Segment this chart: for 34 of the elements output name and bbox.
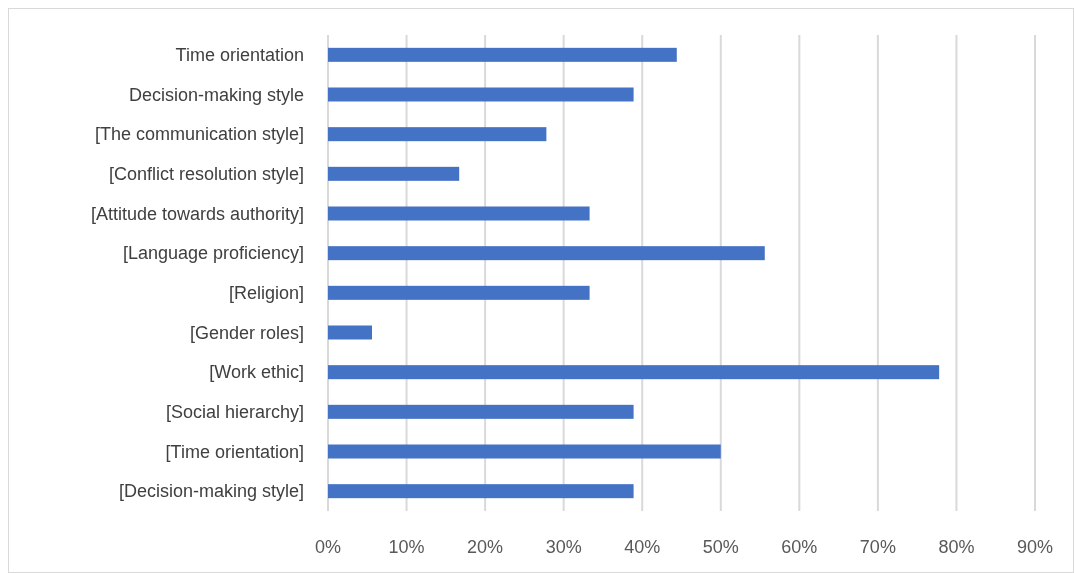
y-tick-label: [Conflict resolution style] bbox=[108, 164, 304, 185]
bar bbox=[328, 47, 677, 62]
x-tick-label: 60% bbox=[781, 537, 818, 557]
x-tick-label: 20% bbox=[467, 537, 504, 557]
bar bbox=[328, 246, 765, 261]
bar bbox=[328, 127, 547, 142]
bar bbox=[328, 404, 634, 419]
x-tick-label: 70% bbox=[859, 537, 896, 557]
x-tick-label: 80% bbox=[938, 537, 975, 557]
y-tick-label: Time orientation bbox=[175, 45, 304, 66]
x-tick-label: 10% bbox=[388, 537, 425, 557]
y-tick-label: [Work ethic] bbox=[209, 362, 304, 383]
y-tick-label: [Time orientation] bbox=[165, 441, 304, 462]
bar bbox=[328, 484, 634, 499]
bar bbox=[328, 87, 634, 102]
x-tick-label: 0% bbox=[314, 537, 342, 557]
bar bbox=[328, 166, 460, 181]
y-tick-label: [Gender roles] bbox=[189, 322, 304, 343]
bar bbox=[328, 444, 721, 459]
y-tick-label: [The communication style] bbox=[94, 124, 304, 145]
y-tick-label: [Attitude towards authority] bbox=[90, 203, 304, 224]
bar bbox=[328, 365, 940, 380]
x-tick-label: 50% bbox=[702, 537, 739, 557]
bar bbox=[328, 206, 590, 221]
bar bbox=[328, 285, 590, 300]
bar bbox=[328, 325, 372, 340]
x-tick-label: 30% bbox=[545, 537, 582, 557]
y-tick-label: [Decision-making style] bbox=[118, 481, 304, 502]
y-tick-label: [Social hierarchy] bbox=[165, 402, 304, 423]
y-tick-label: Decision-making style bbox=[128, 84, 304, 105]
x-tick-label: 40% bbox=[624, 537, 661, 557]
x-tick-label: 90% bbox=[1016, 537, 1054, 557]
y-tick-label: [Language proficiency] bbox=[122, 243, 304, 264]
y-tick-label: [Religion] bbox=[228, 283, 304, 304]
